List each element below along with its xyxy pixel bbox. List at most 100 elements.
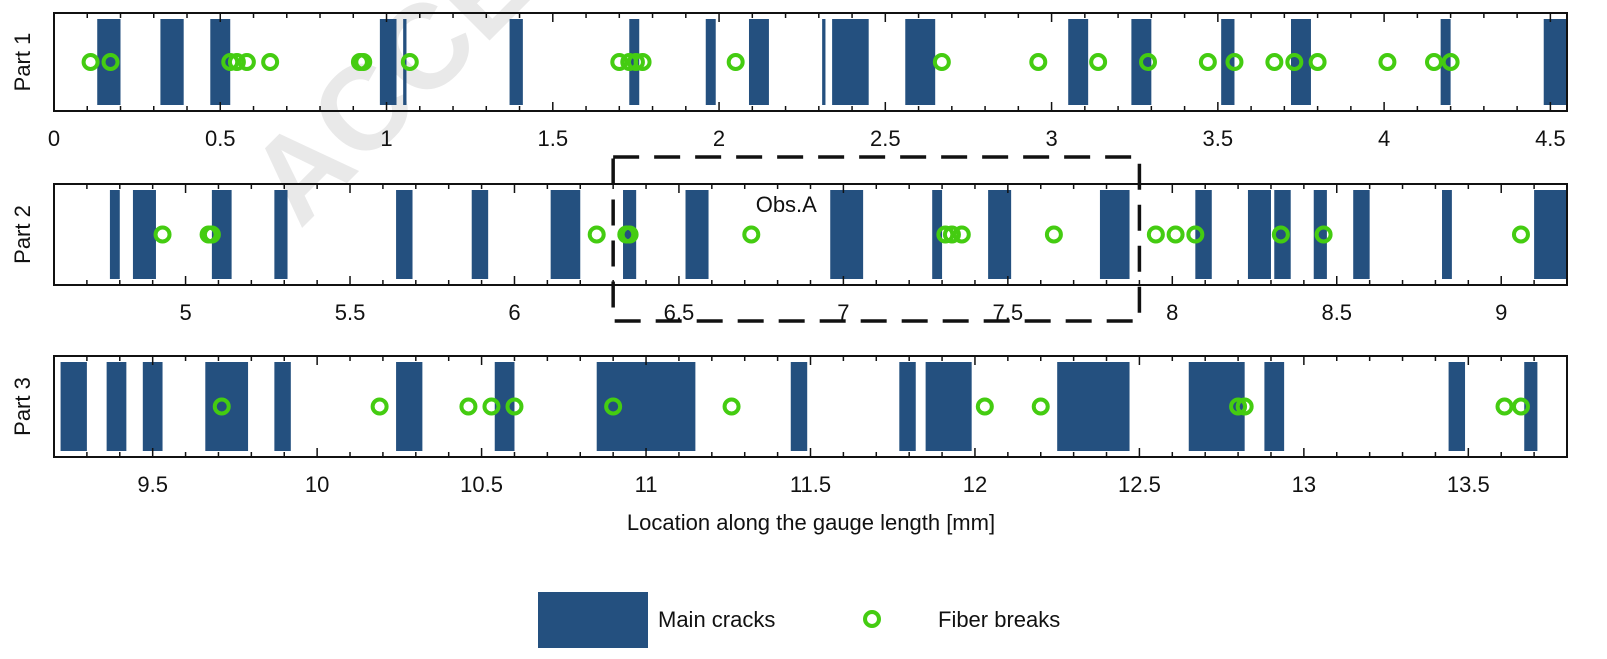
fiber-break-marker (932, 53, 951, 71)
main-crack-bar (790, 362, 808, 451)
main-crack-bar (97, 19, 121, 105)
main-crack-bar (109, 190, 120, 279)
main-crack-bar (1068, 19, 1089, 105)
x-tick-label: 2.5 (870, 126, 901, 151)
fiber-break-marker (1314, 225, 1333, 244)
main-crack-bar (274, 362, 291, 451)
x-tick-label: 10 (305, 472, 329, 497)
fiber-break-marker (101, 53, 120, 71)
main-crack-bar (822, 19, 826, 105)
x-tick-label: 3 (1045, 126, 1057, 151)
main-crack-bar (210, 19, 231, 105)
fiber-break-marker (1146, 225, 1165, 244)
main-crack-bar (274, 190, 288, 279)
fiber-break-marker (626, 53, 645, 71)
main-crack-bar (988, 190, 1012, 279)
main-crack-bar (106, 362, 127, 451)
x-tick-label: 11 (635, 472, 658, 497)
fiber-break-marker (370, 397, 389, 416)
main-crack-bar (1057, 362, 1130, 451)
x-tick-label: 12 (963, 472, 987, 497)
main-crack-bar (1264, 362, 1285, 451)
fiber-break-marker (400, 53, 419, 71)
x-tick-label: 8.5 (1321, 300, 1352, 325)
fiber-break-marker (722, 397, 741, 416)
main-crack-bar (1247, 190, 1271, 279)
main-crack-bar (1448, 362, 1466, 451)
part-3-label: Part 3 (10, 377, 35, 436)
fiber-break-marker (1031, 397, 1050, 416)
main-crack-bar (494, 362, 515, 451)
main-crack-bar (379, 19, 397, 105)
fiber-break-marker (1198, 53, 1217, 71)
main-crack-bar (132, 190, 156, 279)
x-tick-label: 12.5 (1118, 472, 1161, 497)
fiber-break-marker (1265, 53, 1284, 71)
fiber-break-marker (237, 53, 256, 71)
main-crack-bar (403, 19, 407, 105)
fiber-break-marker (620, 225, 639, 244)
x-tick-label: 9 (1495, 300, 1507, 325)
legend-fiber-breaks-label: Fiber breaks (938, 607, 1060, 632)
fiber-break-marker (81, 53, 100, 71)
main-crack-bar (471, 190, 489, 279)
panel-frame (53, 12, 1568, 112)
main-crack-bar (705, 19, 716, 105)
fiber-break-marker (1186, 225, 1205, 244)
fiber-break-marker (1511, 397, 1530, 416)
legend-fiber-breaks-marker (863, 610, 881, 628)
x-tick-label: 2 (713, 126, 725, 151)
main-crack-bar (396, 190, 413, 279)
panel-part-3: 9.5 10 10.5 11 11.5 12 12.5 13 13.5 Part 3 (10, 355, 1568, 497)
main-crack-bar (211, 190, 232, 279)
fiber-break-marker (1139, 53, 1158, 71)
fiber-break-marker (482, 397, 501, 416)
x-tick-label: 5 (179, 300, 191, 325)
fiber-break-marker (221, 53, 240, 71)
x-tick-label: 0 (48, 126, 60, 151)
legend-main-cracks-swatch (538, 592, 648, 648)
main-crack-bar (1442, 190, 1452, 279)
fiber-break-marker (1424, 53, 1443, 71)
main-crack-bar (1274, 190, 1291, 279)
fiber-break-marker (1511, 225, 1530, 244)
fiber-break-marker (212, 397, 231, 416)
main-crack-bar (1188, 362, 1245, 451)
fiber-break-marker (952, 225, 971, 244)
x-tick-label: 0.5 (205, 126, 236, 151)
fiber-break-marker (1089, 53, 1108, 71)
fiber-break-marker (726, 53, 745, 71)
main-crack-bar (1440, 19, 1451, 105)
main-crack-bar (623, 190, 637, 279)
main-crack-bar (1353, 190, 1370, 279)
fiber-break-marker (1271, 225, 1290, 244)
legend: Main cracks Fiber breaks (538, 592, 1060, 648)
fiber-break-marker (942, 225, 961, 244)
main-crack-bar (396, 362, 423, 451)
obs-a-annotation: Obs.A (611, 155, 1142, 323)
main-crack-bar (1099, 190, 1130, 279)
x-tick-label: 10.5 (460, 472, 503, 497)
fiber-break-marker (459, 397, 478, 416)
x-tick-label: 13.5 (1447, 472, 1490, 497)
fiber-break-marker (1044, 225, 1063, 244)
panel-part-1-marks (81, 19, 1567, 105)
main-crack-bar (1534, 190, 1567, 279)
fiber-break-marker (604, 397, 623, 416)
x-tick-label: 8 (1166, 300, 1178, 325)
main-crack-bar (832, 19, 869, 105)
x-tick-label: 13 (1292, 472, 1316, 497)
main-crack-bar (160, 19, 184, 105)
x-axis-label: Location along the gauge length [mm] (627, 510, 995, 535)
fiber-break-marker (1441, 53, 1460, 71)
fiber-break-marker (742, 225, 761, 244)
fiber-break-marker (936, 225, 955, 244)
panel-part-1: 0 0.5 1 1.5 2 2.5 3 3.5 4 4.5 Part 1 (10, 12, 1568, 151)
fiber-break-marker (202, 225, 221, 244)
fiber-break-marker (610, 53, 629, 71)
main-crack-bar (905, 19, 936, 105)
x-tick-label: 4.5 (1535, 126, 1566, 151)
x-tick-label: 5.5 (335, 300, 366, 325)
